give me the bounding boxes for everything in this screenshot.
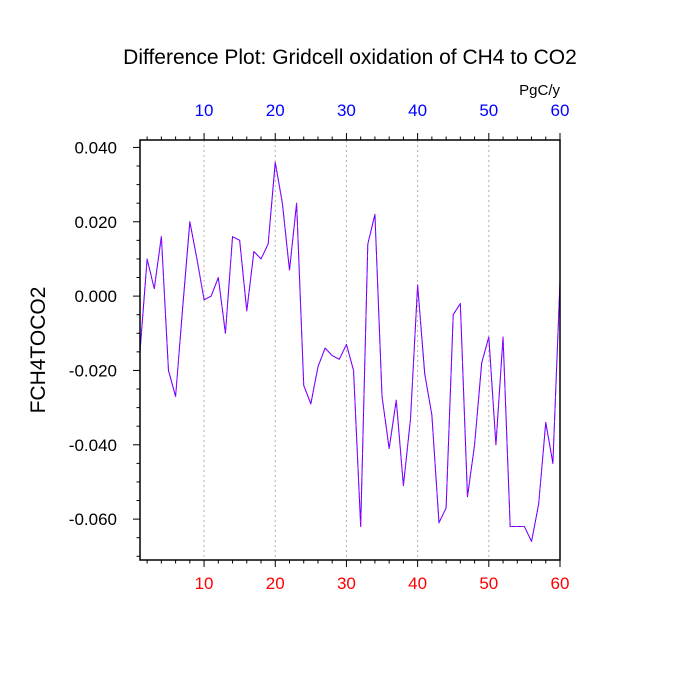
- x-tick-label-top: 20: [266, 101, 285, 120]
- units-label: PgC/y: [519, 82, 560, 99]
- x-tick-label-bottom: 50: [479, 574, 498, 593]
- x-tick-label-bottom: 40: [408, 574, 427, 593]
- x-tick-label-bottom: 60: [551, 574, 570, 593]
- x-tick-label-bottom: 30: [337, 574, 356, 593]
- x-tick-label-bottom: 10: [195, 574, 214, 593]
- plot-frame: [139, 139, 561, 561]
- x-tick-label-bottom: 20: [266, 574, 285, 593]
- y-tick-label: -0.060: [69, 510, 117, 529]
- y-tick-label: -0.040: [69, 436, 117, 455]
- y-tick-label: 0.000: [74, 287, 117, 306]
- x-tick-label-top: 40: [408, 101, 427, 120]
- x-tick-label-top: 30: [337, 101, 356, 120]
- tick-labels: 10 10 20 20 30 30 40 40 50 50 60 60 0.040 0.020 0.000 -…: [69, 101, 570, 593]
- y-axis-label: FCH4TOCO2: [27, 287, 50, 414]
- chart-title: Difference Plot: Gridcell oxidation of C…: [123, 46, 577, 69]
- x-tick-label-top: 50: [479, 101, 498, 120]
- y-tick-label: -0.020: [69, 361, 117, 380]
- series-line-overlay: [139, 161, 561, 542]
- y-tick-label: 0.020: [74, 213, 117, 232]
- series-lines: [139, 161, 561, 542]
- series-line: [139, 161, 561, 542]
- grid-lines: [203, 140, 490, 560]
- x-tick-label-top: 60: [551, 101, 570, 120]
- x-tick-label-top: 10: [195, 101, 214, 120]
- y-tick-label: 0.040: [74, 138, 117, 157]
